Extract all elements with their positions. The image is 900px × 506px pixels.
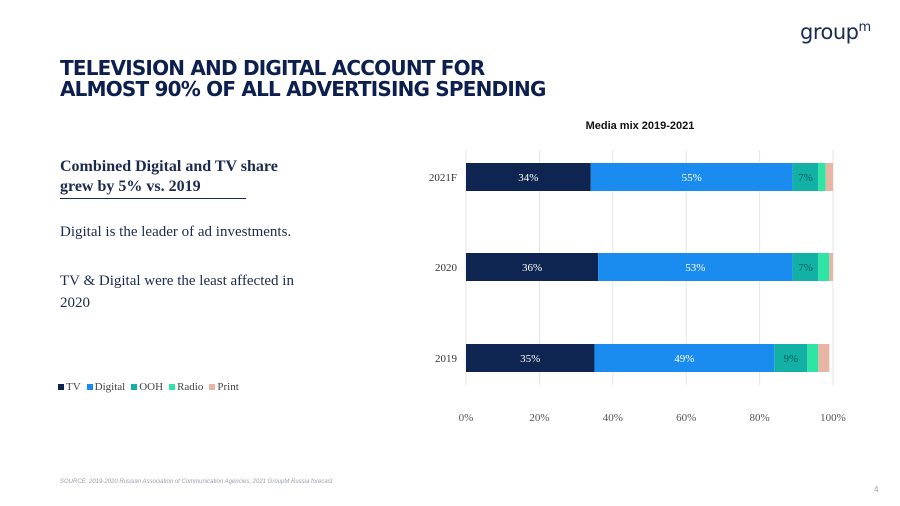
bar-segment-tv: [466, 344, 595, 372]
legend-swatch: [58, 384, 64, 390]
bar-segment-ooh: [792, 163, 819, 191]
bar-segment-ooh: [792, 253, 819, 281]
legend-item-tv: TV: [58, 381, 81, 393]
legend-swatch: [209, 384, 216, 390]
bar-segment-tv: [466, 253, 599, 281]
legend-swatch: [86, 384, 93, 390]
callout-text: Combined Digital and TV share grew by 5%…: [60, 158, 278, 195]
data-label: 9%: [783, 353, 798, 365]
legend-item-print: Print: [209, 381, 239, 393]
page-number: 4: [874, 485, 879, 494]
data-label: 49%: [674, 353, 694, 365]
x-tick-label: 100%: [820, 412, 846, 424]
data-label: 35%: [520, 353, 540, 365]
data-label: 55%: [682, 172, 702, 184]
bar-segment-ooh: [774, 344, 808, 372]
page-headline: TELEVISION AND DIGITAL ACCOUNT FOR ALMOS…: [60, 58, 660, 100]
data-label: 7%: [798, 262, 813, 274]
headline-line-1: TELEVISION AND DIGITAL ACCOUNT FOR: [60, 56, 485, 80]
x-tick-label: 80%: [750, 412, 770, 424]
legend-label: OOH: [139, 381, 164, 393]
y-category-label: 2020: [435, 262, 458, 274]
bar-segment-digital: [598, 253, 793, 281]
bar-segment-digital: [590, 163, 793, 191]
body-paragraph-2: TV & Digital were the least affected in …: [60, 273, 294, 311]
groupm-logo: groupm: [800, 20, 871, 44]
bar-segment-print: [825, 163, 833, 191]
legend-label: Radio: [177, 381, 204, 393]
body-paragraph-1: Digital is the leader of ad investments.: [60, 224, 292, 240]
data-label: 36%: [522, 262, 542, 274]
data-label: 34%: [518, 172, 538, 184]
callout-underline: [60, 198, 246, 199]
data-label: 53%: [685, 262, 705, 274]
legend-label: Print: [217, 381, 239, 393]
legend-swatch: [169, 384, 176, 390]
legend-label: Digital: [94, 381, 126, 393]
legend-item-digital: Digital: [86, 381, 126, 393]
bar-segment-print: [818, 344, 830, 372]
legend-label: TV: [66, 381, 81, 393]
y-category-label: 2021F: [429, 172, 457, 184]
legend-swatch: [131, 384, 138, 390]
bar-segment-radio: [807, 344, 819, 372]
chart-title: Media mix 2019-2021: [585, 120, 695, 132]
legend-item-radio: Radio: [169, 381, 203, 393]
x-tick-label: 40%: [603, 412, 623, 424]
legend-item-ooh: OOH: [131, 381, 163, 393]
bar-segment-print: [829, 253, 833, 281]
bar-segment-radio: [818, 253, 830, 281]
bar-segment-tv: [466, 163, 591, 191]
bar-segment-radio: [818, 163, 826, 191]
y-category-label: 2019: [435, 353, 458, 365]
x-tick-label: 20%: [529, 412, 549, 424]
headline-line-2: ALMOST 90% OF ALL ADVERTISING SPENDING: [60, 77, 546, 101]
x-tick-label: 60%: [676, 412, 696, 424]
x-tick-label: 0%: [459, 412, 474, 424]
source-note: SOURCE: 2019-2020 Russian Association of…: [60, 479, 333, 485]
chart-legend: TV Digital OOH Radio Print: [58, 381, 239, 393]
data-label: 7%: [798, 172, 813, 184]
bar-segment-digital: [594, 344, 775, 372]
